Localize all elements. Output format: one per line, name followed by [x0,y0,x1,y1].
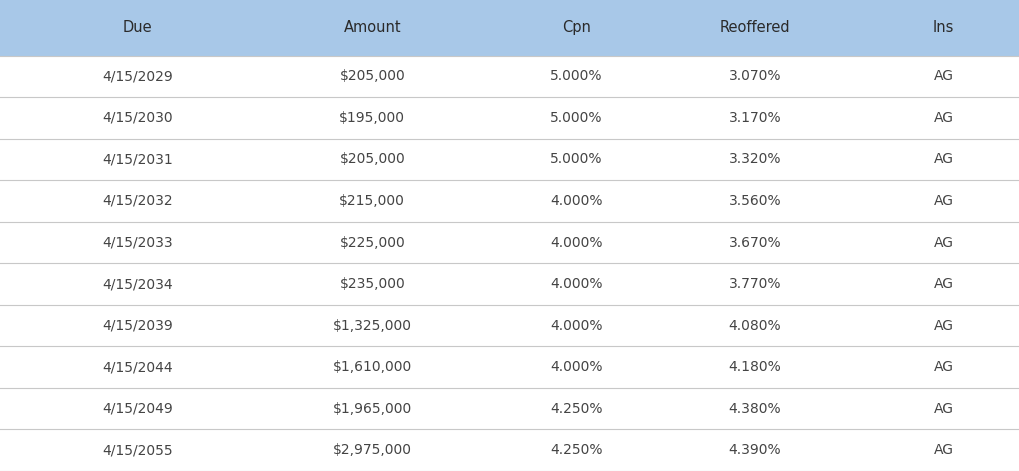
Text: $1,610,000: $1,610,000 [332,360,412,374]
Text: $225,000: $225,000 [339,236,405,250]
Text: 4.000%: 4.000% [549,236,602,250]
Text: 4/15/2049: 4/15/2049 [102,402,173,416]
Text: 4.000%: 4.000% [549,277,602,291]
Text: 3.670%: 3.670% [728,236,781,250]
Text: AG: AG [932,111,953,125]
Text: 3.170%: 3.170% [728,111,781,125]
Text: AG: AG [932,194,953,208]
Text: $215,000: $215,000 [339,194,405,208]
Text: 4/15/2032: 4/15/2032 [102,194,173,208]
Text: $1,965,000: $1,965,000 [332,402,412,416]
Text: AG: AG [932,236,953,250]
Text: 5.000%: 5.000% [549,111,602,125]
Text: 4/15/2029: 4/15/2029 [102,69,173,83]
Text: 3.560%: 3.560% [728,194,781,208]
Text: 4/15/2039: 4/15/2039 [102,318,173,333]
Text: 5.000%: 5.000% [549,153,602,166]
Text: 5.000%: 5.000% [549,69,602,83]
Bar [0,0,1019,56]
Text: 4.250%: 4.250% [549,443,602,457]
Text: 4/15/2031: 4/15/2031 [102,153,173,166]
Text: $205,000: $205,000 [339,153,405,166]
Text: 4.390%: 4.390% [728,443,781,457]
Text: Amount: Amount [343,20,400,35]
Text: $235,000: $235,000 [339,277,405,291]
Text: $2,975,000: $2,975,000 [332,443,412,457]
Text: AG: AG [932,153,953,166]
Text: Due: Due [122,20,153,35]
Text: AG: AG [932,277,953,291]
Text: AG: AG [932,443,953,457]
Text: 4/15/2034: 4/15/2034 [102,277,173,291]
Text: 4.180%: 4.180% [728,360,781,374]
Text: AG: AG [932,69,953,83]
Text: 4/15/2044: 4/15/2044 [102,360,173,374]
Text: 4.000%: 4.000% [549,194,602,208]
Text: 4.080%: 4.080% [728,318,781,333]
Text: $205,000: $205,000 [339,69,405,83]
Text: 4.250%: 4.250% [549,402,602,416]
Text: 4/15/2030: 4/15/2030 [102,111,173,125]
Text: AG: AG [932,360,953,374]
Text: AG: AG [932,318,953,333]
Text: 4/15/2033: 4/15/2033 [102,236,173,250]
Text: Reoffered: Reoffered [718,20,790,35]
Text: AG: AG [932,402,953,416]
Text: 4/15/2055: 4/15/2055 [102,443,173,457]
Text: $1,325,000: $1,325,000 [332,318,412,333]
Text: 3.770%: 3.770% [728,277,781,291]
Text: 3.320%: 3.320% [728,153,781,166]
Text: 4.000%: 4.000% [549,360,602,374]
Text: 4.000%: 4.000% [549,318,602,333]
Text: 4.380%: 4.380% [728,402,781,416]
Text: Cpn: Cpn [561,20,590,35]
Text: Ins: Ins [932,20,953,35]
Text: 3.070%: 3.070% [728,69,781,83]
Text: $195,000: $195,000 [339,111,405,125]
